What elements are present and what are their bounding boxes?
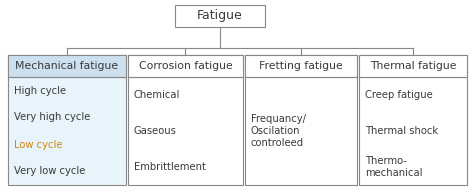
Bar [359, 55, 467, 185]
Text: Fretting fatigue: Fretting fatigue [259, 61, 343, 71]
Text: Thermal shock: Thermal shock [365, 126, 438, 136]
Text: Low cycle: Low cycle [14, 139, 63, 150]
Bar [359, 55, 467, 77]
Text: Chemical: Chemical [134, 90, 181, 100]
Text: Mechanical fatigue: Mechanical fatigue [16, 61, 118, 71]
Bar [128, 55, 243, 77]
Text: Embrittlement: Embrittlement [134, 162, 206, 172]
Text: Thermo-
mechanical: Thermo- mechanical [365, 156, 422, 178]
Bar [245, 55, 357, 77]
Bar [175, 5, 265, 27]
Text: Very low cycle: Very low cycle [14, 166, 85, 177]
Text: Very high cycle: Very high cycle [14, 113, 91, 122]
Text: Creep fatigue: Creep fatigue [365, 90, 433, 100]
Text: Frequancy/
Oscilation
controleed: Frequancy/ Oscilation controleed [251, 114, 306, 148]
Bar [8, 55, 126, 77]
Text: Corrosion fatigue: Corrosion fatigue [138, 61, 232, 71]
Text: Gaseous: Gaseous [134, 126, 177, 136]
Bar [128, 55, 243, 185]
Text: Thermal fatigue: Thermal fatigue [370, 61, 456, 71]
Text: Fatigue: Fatigue [197, 10, 243, 23]
Bar [8, 55, 126, 185]
Bar [245, 55, 357, 185]
Text: High cycle: High cycle [14, 86, 66, 95]
